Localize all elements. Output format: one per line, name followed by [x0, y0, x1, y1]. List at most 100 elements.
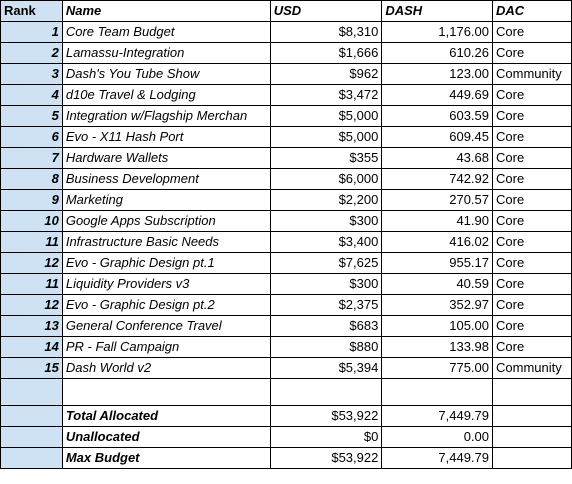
name-cell[interactable]: General Conference Travel [62, 316, 270, 337]
name-cell[interactable]: Liquidity Providers v3 [62, 274, 270, 295]
dash-cell[interactable]: 105.00 [382, 316, 493, 337]
dac-cell[interactable]: Core [493, 43, 572, 64]
name-cell[interactable]: Integration w/Flagship Merchan [62, 106, 270, 127]
dash-cell[interactable]: 775.00 [382, 358, 493, 379]
name-cell[interactable]: Dash World v2 [62, 358, 270, 379]
name-cell[interactable]: Dash's You Tube Show [62, 64, 270, 85]
name-cell[interactable]: Business Development [62, 169, 270, 190]
usd-cell[interactable]: $7,625 [270, 253, 382, 274]
empty-cell[interactable] [493, 379, 572, 406]
name-cell[interactable]: Infrastructure Basic Needs [62, 232, 270, 253]
rank-cell[interactable]: 12 [1, 253, 63, 274]
dash-cell[interactable]: 352.97 [382, 295, 493, 316]
rank-cell[interactable]: 4 [1, 85, 63, 106]
header-dac[interactable]: DAC [493, 1, 572, 22]
name-cell[interactable]: Evo - Graphic Design pt.1 [62, 253, 270, 274]
rank-cell[interactable]: 8 [1, 169, 63, 190]
dash-cell[interactable]: 742.92 [382, 169, 493, 190]
total-usd-cell[interactable]: $53,922 [270, 448, 382, 469]
dac-cell[interactable]: Core [493, 190, 572, 211]
usd-cell[interactable]: $300 [270, 274, 382, 295]
usd-cell[interactable]: $962 [270, 64, 382, 85]
usd-cell[interactable]: $5,394 [270, 358, 382, 379]
empty-dac-cell[interactable] [493, 406, 572, 427]
usd-cell[interactable]: $3,400 [270, 232, 382, 253]
dash-cell[interactable]: 1,176.00 [382, 22, 493, 43]
rank-cell[interactable]: 10 [1, 211, 63, 232]
usd-cell[interactable]: $3,472 [270, 85, 382, 106]
dac-cell[interactable]: Core [493, 106, 572, 127]
empty-cell[interactable] [382, 379, 493, 406]
usd-cell[interactable]: $2,375 [270, 295, 382, 316]
empty-rank-cell[interactable] [1, 427, 63, 448]
rank-cell[interactable]: 1 [1, 22, 63, 43]
empty-cell[interactable] [62, 379, 270, 406]
rank-cell[interactable]: 3 [1, 64, 63, 85]
usd-cell[interactable]: $300 [270, 211, 382, 232]
total-usd-cell[interactable]: $0 [270, 427, 382, 448]
dash-cell[interactable]: 123.00 [382, 64, 493, 85]
name-cell[interactable]: Lamassu-Integration [62, 43, 270, 64]
dac-cell[interactable]: Core [493, 22, 572, 43]
dac-cell[interactable]: Core [493, 337, 572, 358]
dac-cell[interactable]: Community [493, 358, 572, 379]
total-dash-cell[interactable]: 7,449.79 [382, 406, 493, 427]
total-label-cell[interactable]: Unallocated [62, 427, 270, 448]
dac-cell[interactable]: Core [493, 85, 572, 106]
dac-cell[interactable]: Core [493, 211, 572, 232]
rank-cell[interactable]: 9 [1, 190, 63, 211]
dash-cell[interactable]: 41.90 [382, 211, 493, 232]
rank-cell[interactable]: 13 [1, 316, 63, 337]
rank-cell[interactable]: 7 [1, 148, 63, 169]
rank-cell[interactable]: 14 [1, 337, 63, 358]
name-cell[interactable]: Evo - X11 Hash Port [62, 127, 270, 148]
empty-dac-cell[interactable] [493, 427, 572, 448]
usd-cell[interactable]: $5,000 [270, 106, 382, 127]
total-dash-cell[interactable]: 0.00 [382, 427, 493, 448]
dac-cell[interactable]: Core [493, 274, 572, 295]
dash-cell[interactable]: 449.69 [382, 85, 493, 106]
empty-rank-cell[interactable] [1, 448, 63, 469]
total-usd-cell[interactable]: $53,922 [270, 406, 382, 427]
dac-cell[interactable]: Core [493, 169, 572, 190]
usd-cell[interactable]: $8,310 [270, 22, 382, 43]
total-label-cell[interactable]: Total Allocated [62, 406, 270, 427]
dac-cell[interactable]: Core [493, 127, 572, 148]
dash-cell[interactable]: 40.59 [382, 274, 493, 295]
rank-cell[interactable]: 15 [1, 358, 63, 379]
name-cell[interactable]: Evo - Graphic Design pt.2 [62, 295, 270, 316]
dac-cell[interactable]: Core [493, 253, 572, 274]
dac-cell[interactable]: Core [493, 148, 572, 169]
dash-cell[interactable]: 270.57 [382, 190, 493, 211]
name-cell[interactable]: Core Team Budget [62, 22, 270, 43]
dac-cell[interactable]: Core [493, 316, 572, 337]
dash-cell[interactable]: 603.59 [382, 106, 493, 127]
usd-cell[interactable]: $6,000 [270, 169, 382, 190]
empty-rank-cell[interactable] [1, 406, 63, 427]
name-cell[interactable]: d10e Travel & Lodging [62, 85, 270, 106]
empty-dac-cell[interactable] [493, 448, 572, 469]
name-cell[interactable]: PR - Fall Campaign [62, 337, 270, 358]
name-cell[interactable]: Google Apps Subscription [62, 211, 270, 232]
rank-cell[interactable]: 11 [1, 232, 63, 253]
dash-cell[interactable]: 43.68 [382, 148, 493, 169]
usd-cell[interactable]: $880 [270, 337, 382, 358]
dash-cell[interactable]: 610.26 [382, 43, 493, 64]
rank-cell[interactable]: 12 [1, 295, 63, 316]
usd-cell[interactable]: $1,666 [270, 43, 382, 64]
name-cell[interactable]: Hardware Wallets [62, 148, 270, 169]
empty-cell[interactable] [270, 379, 382, 406]
dac-cell[interactable]: Core [493, 295, 572, 316]
usd-cell[interactable]: $683 [270, 316, 382, 337]
usd-cell[interactable]: $2,200 [270, 190, 382, 211]
dash-cell[interactable]: 416.02 [382, 232, 493, 253]
total-label-cell[interactable]: Max Budget [62, 448, 270, 469]
header-dash[interactable]: DASH [382, 1, 493, 22]
dac-cell[interactable]: Community [493, 64, 572, 85]
usd-cell[interactable]: $355 [270, 148, 382, 169]
dash-cell[interactable]: 609.45 [382, 127, 493, 148]
rank-cell[interactable]: 5 [1, 106, 63, 127]
rank-cell[interactable]: 6 [1, 127, 63, 148]
dash-cell[interactable]: 133.98 [382, 337, 493, 358]
header-rank[interactable]: Rank [1, 1, 63, 22]
